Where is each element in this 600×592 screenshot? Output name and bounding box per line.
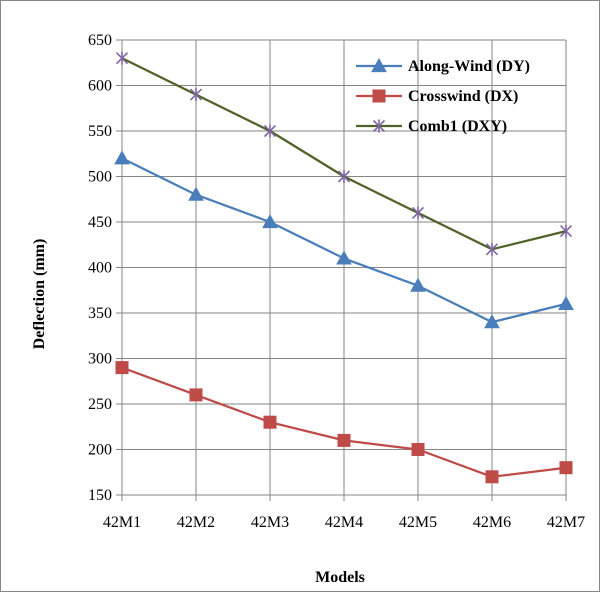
x-tick-label: 42M6 <box>473 514 511 531</box>
series-crosswind-dx <box>115 361 573 484</box>
x-axis-title: Models <box>315 569 365 586</box>
y-tick-label: 400 <box>88 260 112 277</box>
series-along-wind-dy <box>114 150 574 329</box>
series-comb1-dxy <box>115 51 573 256</box>
y-tick-label: 500 <box>88 169 112 186</box>
x-tick-label: 42M1 <box>103 514 141 531</box>
data-point <box>189 388 203 402</box>
data-point <box>410 277 426 292</box>
y-tick-label: 550 <box>88 123 112 140</box>
data-point <box>485 470 499 484</box>
legend-label: Comb1 (DXY) <box>408 118 507 135</box>
legend-item: Crosswind (DX) <box>356 88 518 105</box>
y-tick-label: 300 <box>88 351 112 368</box>
data-point <box>485 242 499 256</box>
data-point <box>115 361 129 375</box>
data-point <box>337 433 351 447</box>
data-point <box>337 170 351 183</box>
y-tick-label: 250 <box>88 396 112 413</box>
x-tick-label: 42M7 <box>547 514 585 531</box>
y-tick-label: 600 <box>88 78 112 95</box>
y-tick-label: 150 <box>88 487 112 504</box>
y-tick-label: 350 <box>88 305 112 322</box>
legend-item: Comb1 (DXY) <box>356 118 507 135</box>
data-point <box>263 415 277 429</box>
data-point <box>411 443 425 456</box>
legend-marker <box>371 57 387 73</box>
legend: Along-Wind (DY) Crosswind (DX) Comb1 (DXY) <box>356 57 530 135</box>
axes: 150 200 250 300 350 400 450 500 550 600 650 42M1 42M… <box>88 32 585 531</box>
data-point <box>411 206 425 220</box>
data-point <box>558 295 574 310</box>
legend-marker <box>372 119 386 133</box>
data-point <box>114 150 130 165</box>
legend-label: Crosswind (DX) <box>408 88 518 105</box>
data-point <box>559 224 573 238</box>
legend-item: Along-Wind (DY) <box>356 57 530 75</box>
data-point <box>188 186 204 201</box>
y-tick-label: 450 <box>88 214 112 231</box>
data-point <box>559 461 573 475</box>
data-point <box>336 250 352 265</box>
x-tick-label: 42M5 <box>399 514 437 531</box>
x-tick-label: 42M3 <box>251 514 289 531</box>
y-tick-label: 650 <box>88 32 112 49</box>
x-tick-label: 42M4 <box>325 514 363 531</box>
data-point <box>484 314 500 329</box>
series-group <box>114 51 574 484</box>
y-tick-label: 200 <box>88 442 112 459</box>
y-axis-title: Deflection (mm) <box>31 239 48 350</box>
legend-marker <box>372 89 386 103</box>
data-point <box>262 213 278 229</box>
data-point <box>263 124 277 138</box>
x-tick-label: 42M2 <box>177 514 215 531</box>
data-point <box>189 88 203 102</box>
data-point <box>115 51 129 65</box>
legend-label: Along-Wind (DY) <box>408 58 530 75</box>
